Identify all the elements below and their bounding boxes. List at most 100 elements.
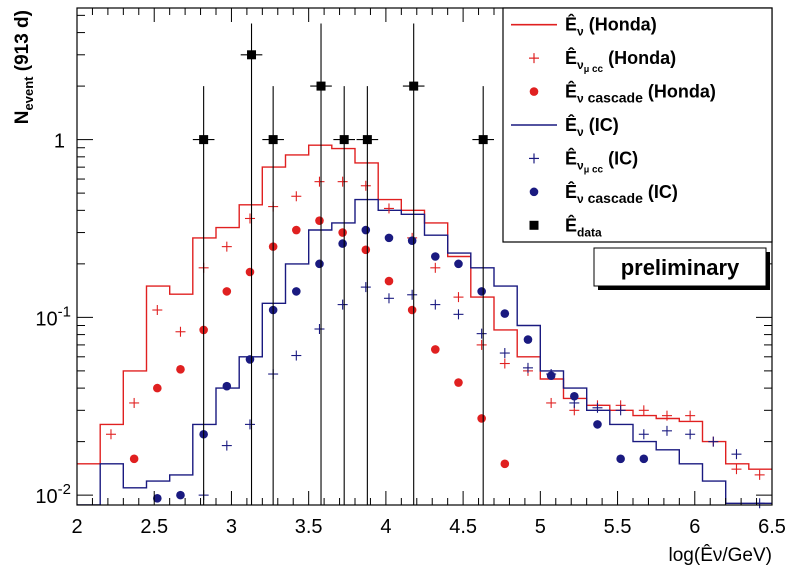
cross-marker-ic [430, 299, 441, 310]
data-point [262, 86, 284, 505]
legend-entry: Êνμ cc (IC) [529, 147, 638, 175]
x-tick-label: 2.5 [140, 516, 168, 538]
cross-marker-honda [314, 176, 325, 187]
cross-marker-ic [383, 293, 394, 304]
x-tick-label: 5 [535, 516, 546, 538]
circle-marker-honda [222, 287, 232, 296]
circle-marker-honda [129, 454, 139, 464]
circle-marker-honda [500, 459, 510, 469]
cross-marker-honda [360, 180, 371, 191]
y-tick-label: 10-1 [35, 303, 71, 330]
circle-marker-ic [407, 236, 417, 245]
legend-circle-swatch [529, 87, 539, 96]
circle-marker-ic [639, 454, 649, 464]
cross-marker-ic [407, 289, 418, 300]
circle-marker-honda [176, 365, 185, 374]
legend-entry: Êν (Honda) [511, 14, 657, 39]
cross-marker-ic [453, 309, 464, 320]
circle-marker-ic [361, 225, 371, 235]
x-tick-label: 5.5 [604, 516, 632, 538]
cross-marker-honda [661, 410, 672, 421]
circle-marker-ic [153, 493, 162, 503]
cross-marker-ic [522, 362, 533, 373]
y-axis-label: Nevent (913 d) [12, 10, 36, 124]
circle-marker-ic [500, 309, 510, 318]
legend-label: Êνμ cc (IC) [565, 147, 638, 175]
circle-marker-ic [338, 239, 347, 248]
plot-frame [76, 7, 773, 506]
cross-marker-honda [546, 397, 557, 408]
cross-marker-ic [244, 419, 255, 430]
legend-entry: Êν (IC) [511, 114, 619, 139]
circle-marker-ic [546, 371, 556, 380]
cross-marker-ic [685, 429, 696, 440]
cross-marker-honda [638, 405, 649, 416]
cross-marker-honda [383, 203, 394, 214]
cross-marker-ic [615, 405, 626, 416]
cross-marker-honda [129, 397, 140, 408]
data-point [240, 23, 263, 505]
circle-marker-honda [245, 267, 255, 277]
cross-marker-ic [337, 299, 348, 310]
legend-circle-swatch [529, 187, 539, 197]
cross-marker-honda [244, 213, 255, 224]
circle-marker-ic [292, 287, 301, 296]
x-axis-label: log(Êν/GeV) [669, 544, 772, 566]
circle-marker-honda [454, 378, 463, 387]
cross-marker-ic [221, 440, 232, 451]
circle-marker-ic [454, 259, 463, 269]
cross-marker-honda [754, 469, 765, 480]
data-point [333, 86, 355, 505]
cross-marker-honda [731, 464, 742, 475]
cross-marker-ic [708, 436, 719, 447]
cross-marker-ic [592, 402, 603, 413]
x-tick-label: 4 [380, 516, 391, 538]
cross-marker-honda [476, 339, 487, 350]
circle-marker-honda [431, 345, 440, 354]
legend-label: Êdata [565, 214, 602, 239]
data-point [402, 23, 425, 505]
x-tick-label: 6 [689, 516, 700, 538]
x-tick-label: 2 [71, 516, 82, 538]
data-point [472, 86, 494, 505]
cross-marker-honda [105, 429, 116, 440]
circle-marker-honda [407, 305, 417, 315]
cross-marker-honda [430, 262, 441, 273]
circle-marker-honda [292, 225, 301, 235]
cross-marker-honda [221, 241, 232, 252]
legend-entry: Êν cascade (Honda) [529, 81, 716, 106]
circle-marker-ic [431, 252, 440, 261]
cross-marker-honda [453, 292, 464, 303]
circle-marker-honda [153, 383, 162, 393]
cross-marker-ic [661, 425, 672, 436]
cross-marker-ic [360, 282, 371, 293]
legend-label: Êνμ cc (Honda) [565, 47, 676, 75]
histograms [77, 144, 772, 505]
legend: Êν (Honda) Êνμ cc (Honda) Êν cascade (Hond… [502, 7, 773, 243]
legend-entry: Êν cascade (IC) [529, 181, 678, 206]
circle-marker-ic [384, 233, 394, 243]
circle-marker-ic [616, 454, 625, 464]
x-tick-label: 4.5 [449, 516, 477, 538]
cross-marker-honda [175, 326, 186, 337]
circle-marker-honda [361, 245, 371, 255]
circle-marker-honda [384, 276, 394, 286]
legend-square-swatch [529, 220, 539, 230]
cross-marker-honda [499, 358, 510, 369]
circle-marker-ic [593, 420, 602, 429]
circle-marker-ic [477, 287, 486, 296]
y-tick-label: 10-2 [35, 481, 71, 508]
hist-line-ic [77, 198, 772, 505]
circle-marker-honda [315, 216, 324, 225]
legend-entry: Êdata [529, 214, 602, 239]
data-point [356, 86, 379, 505]
y-tick-label: 1 [54, 131, 65, 153]
cross-marker-ic [499, 348, 510, 359]
data-point [192, 86, 215, 505]
cross-marker-ic [314, 324, 325, 335]
circle-marker-ic [523, 335, 533, 344]
circle-marker-ic [570, 391, 579, 401]
markers [105, 176, 765, 509]
cross-marker-ic [291, 350, 302, 361]
